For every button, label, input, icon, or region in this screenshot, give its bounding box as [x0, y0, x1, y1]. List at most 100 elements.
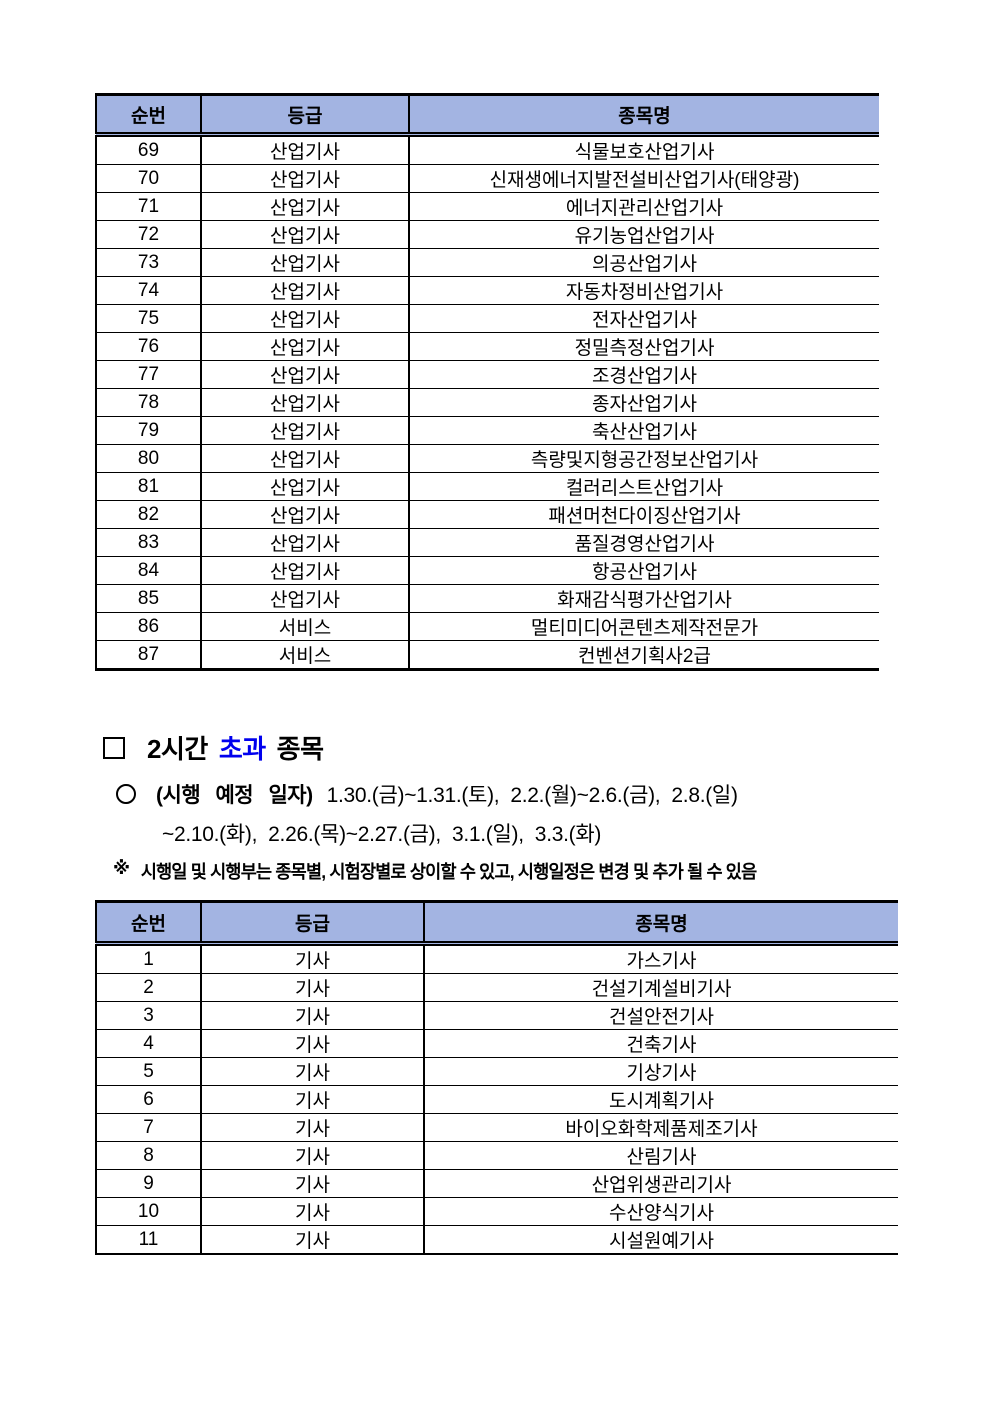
- cell-grade: 산업기사: [201, 332, 410, 361]
- table-body: 69 산업기사 식물보호산업기사 70 산업기사 신재생에너지발전설비산업기사(…: [96, 134, 879, 670]
- cell-no: 11: [96, 1225, 202, 1254]
- cell-grade: 산업기사: [201, 388, 410, 417]
- table-row: 5 기사 기상기사: [96, 1057, 898, 1086]
- table-row: 87 서비스 컨벤션기획사2급: [96, 640, 879, 670]
- cell-subject-name: 시설원예기사: [424, 1225, 898, 1254]
- cell-subject-name: 멀티미디어콘텐츠제작전문가: [409, 612, 879, 641]
- cell-no: 85: [96, 584, 202, 613]
- cell-grade: 기사: [201, 1141, 425, 1170]
- cell-subject-name: 바이오화학제품제조기사: [424, 1113, 898, 1142]
- subject-table-upper: 순번 등급 종목명 69 산업기사 식물보호산업기사 70 산업기사 신재생에너…: [95, 93, 879, 671]
- table-row: 11 기사 시설원예기사: [96, 1225, 898, 1254]
- cell-no: 84: [96, 556, 202, 585]
- cell-subject-name: 측량및지형공간정보산업기사: [409, 444, 879, 473]
- cell-subject-name: 종자산업기사: [409, 388, 879, 417]
- cell-grade: 기사: [201, 1169, 425, 1198]
- schedule-dates-line2: ~2.10.(화), 2.26.(목)~2.27.(금), 3.1.(일), 3…: [162, 823, 602, 846]
- cell-subject-name: 기상기사: [424, 1057, 898, 1086]
- table-row: 86 서비스 멀티미디어콘텐츠제작전문가: [96, 612, 879, 641]
- table-header-row: 순번 등급 종목명: [96, 94, 879, 137]
- cell-subject-name: 전자산업기사: [409, 304, 879, 333]
- cell-subject-name: 산림기사: [424, 1141, 898, 1170]
- cell-grade: 산업기사: [201, 416, 410, 445]
- table-row: 6 기사 도시계획기사: [96, 1085, 898, 1114]
- cell-grade: 기사: [201, 973, 425, 1002]
- schedule-line: (시행 예정 일자) 1.30.(금)~1.31.(토), 2.2.(월)~2.…: [116, 779, 738, 809]
- cell-no: 7: [96, 1113, 202, 1142]
- table-row: 72 산업기사 유기농업산업기사: [96, 220, 879, 249]
- cell-subject-name: 도시계획기사: [424, 1085, 898, 1114]
- section-title-highlight: 초과: [218, 734, 266, 764]
- cell-grade: 산업기사: [201, 360, 410, 389]
- table-row: 84 산업기사 항공산업기사: [96, 556, 879, 585]
- table-row: 70 산업기사 신재생에너지발전설비산업기사(태양광): [96, 164, 879, 193]
- cell-no: 71: [96, 192, 202, 221]
- schedule-dates-line1: 1.30.(금)~1.31.(토), 2.2.(월)~2.6.(금), 2.8.…: [326, 784, 738, 807]
- cell-subject-name: 산업위생관리기사: [424, 1169, 898, 1198]
- cell-no: 86: [96, 612, 202, 641]
- cell-no: 2: [96, 973, 202, 1002]
- cell-no: 75: [96, 304, 202, 333]
- table-row: 76 산업기사 정밀측정산업기사: [96, 332, 879, 361]
- cell-no: 76: [96, 332, 202, 361]
- square-bullet-icon: [103, 736, 125, 759]
- cell-grade: 산업기사: [201, 134, 410, 165]
- cell-grade: 산업기사: [201, 248, 410, 277]
- column-header-no: 순번: [96, 901, 202, 946]
- table-row: 80 산업기사 측량및지형공간정보산업기사: [96, 444, 879, 473]
- table-body: 1 기사 가스기사 2 기사 건설기계설비기사 3 기사 건설안전기사 4 기사…: [96, 943, 898, 1254]
- cell-no: 4: [96, 1029, 202, 1058]
- cell-grade: 산업기사: [201, 584, 410, 613]
- subject-table-lower: 순번 등급 종목명 1 기사 가스기사 2 기사 건설기계설비기사 3 기사 건…: [95, 900, 898, 1255]
- cell-no: 81: [96, 472, 202, 501]
- cell-no: 1: [96, 943, 202, 974]
- circle-bullet-icon: [116, 784, 136, 804]
- cell-subject-name: 자동차정비산업기사: [409, 276, 879, 305]
- cell-no: 10: [96, 1197, 202, 1226]
- table-row: 79 산업기사 축산산업기사: [96, 416, 879, 445]
- cell-grade: 산업기사: [201, 304, 410, 333]
- subject-table-lower-grid: 순번 등급 종목명 1 기사 가스기사 2 기사 건설기계설비기사 3 기사 건…: [95, 900, 898, 1255]
- cell-grade: 산업기사: [201, 192, 410, 221]
- column-header-no: 순번: [96, 94, 202, 137]
- table-row: 85 산업기사 화재감식평가산업기사: [96, 584, 879, 613]
- cell-no: 87: [96, 640, 202, 670]
- column-header-subject: 종목명: [409, 94, 879, 137]
- cell-grade: 기사: [201, 943, 425, 974]
- cell-subject-name: 식물보호산업기사: [574, 142, 715, 163]
- cell-grade: 산업기사: [201, 556, 410, 585]
- cell-no: 69: [96, 134, 202, 165]
- cell-no: 9: [96, 1169, 202, 1198]
- cell-subject-name: 의공산업기사: [409, 248, 879, 277]
- cell-no: 79: [96, 416, 202, 445]
- cell-no: 82: [96, 500, 202, 529]
- cell-no: 74: [96, 276, 202, 305]
- cell-grade: 서비스: [201, 640, 410, 670]
- cell-subject-name: 화재감식평가산업기사: [409, 584, 879, 613]
- cell-no: 83: [96, 528, 202, 557]
- cell-grade: 서비스: [201, 612, 410, 641]
- table-row: 82 산업기사 패션머천다이징산업기사: [96, 500, 879, 529]
- cell-subject-name: 수산양식기사: [424, 1197, 898, 1226]
- note-text: 시행일 및 시행부는 종목별, 시험장별로 상이할 수 있고, 시행일정은 변경…: [140, 862, 757, 882]
- cell-subject-name: 축산산업기사: [409, 416, 879, 445]
- cell-no: 73: [96, 248, 202, 277]
- cell-no: 78: [96, 388, 202, 417]
- table-row: 9 기사 산업위생관리기사: [96, 1169, 898, 1198]
- section-heading: 2시간 초과 종목: [103, 729, 335, 766]
- cell-grade: 산업기사: [201, 276, 410, 305]
- cell-subject-name: 건설기계설비기사: [424, 973, 898, 1002]
- cell-subject-name: 컬러리스트산업기사: [409, 472, 879, 501]
- cell-no: 3: [96, 1001, 202, 1030]
- cell-subject-name: 건축기사: [424, 1029, 898, 1058]
- table-row: 74 산업기사 자동차정비산업기사: [96, 276, 879, 305]
- cell-grade: 기사: [201, 1225, 425, 1254]
- cell-subject-name: 패션머천다이징산업기사: [409, 500, 879, 529]
- cell-grade: 기사: [201, 1085, 425, 1114]
- table-row: 73 산업기사 의공산업기사: [96, 248, 879, 277]
- table-row: 83 산업기사 품질경영산업기사: [96, 528, 879, 557]
- table-row: 77 산업기사 조경산업기사: [96, 360, 879, 389]
- table-row: 3 기사 건설안전기사: [96, 1001, 898, 1030]
- table-row: 1 기사 가스기사: [96, 943, 898, 974]
